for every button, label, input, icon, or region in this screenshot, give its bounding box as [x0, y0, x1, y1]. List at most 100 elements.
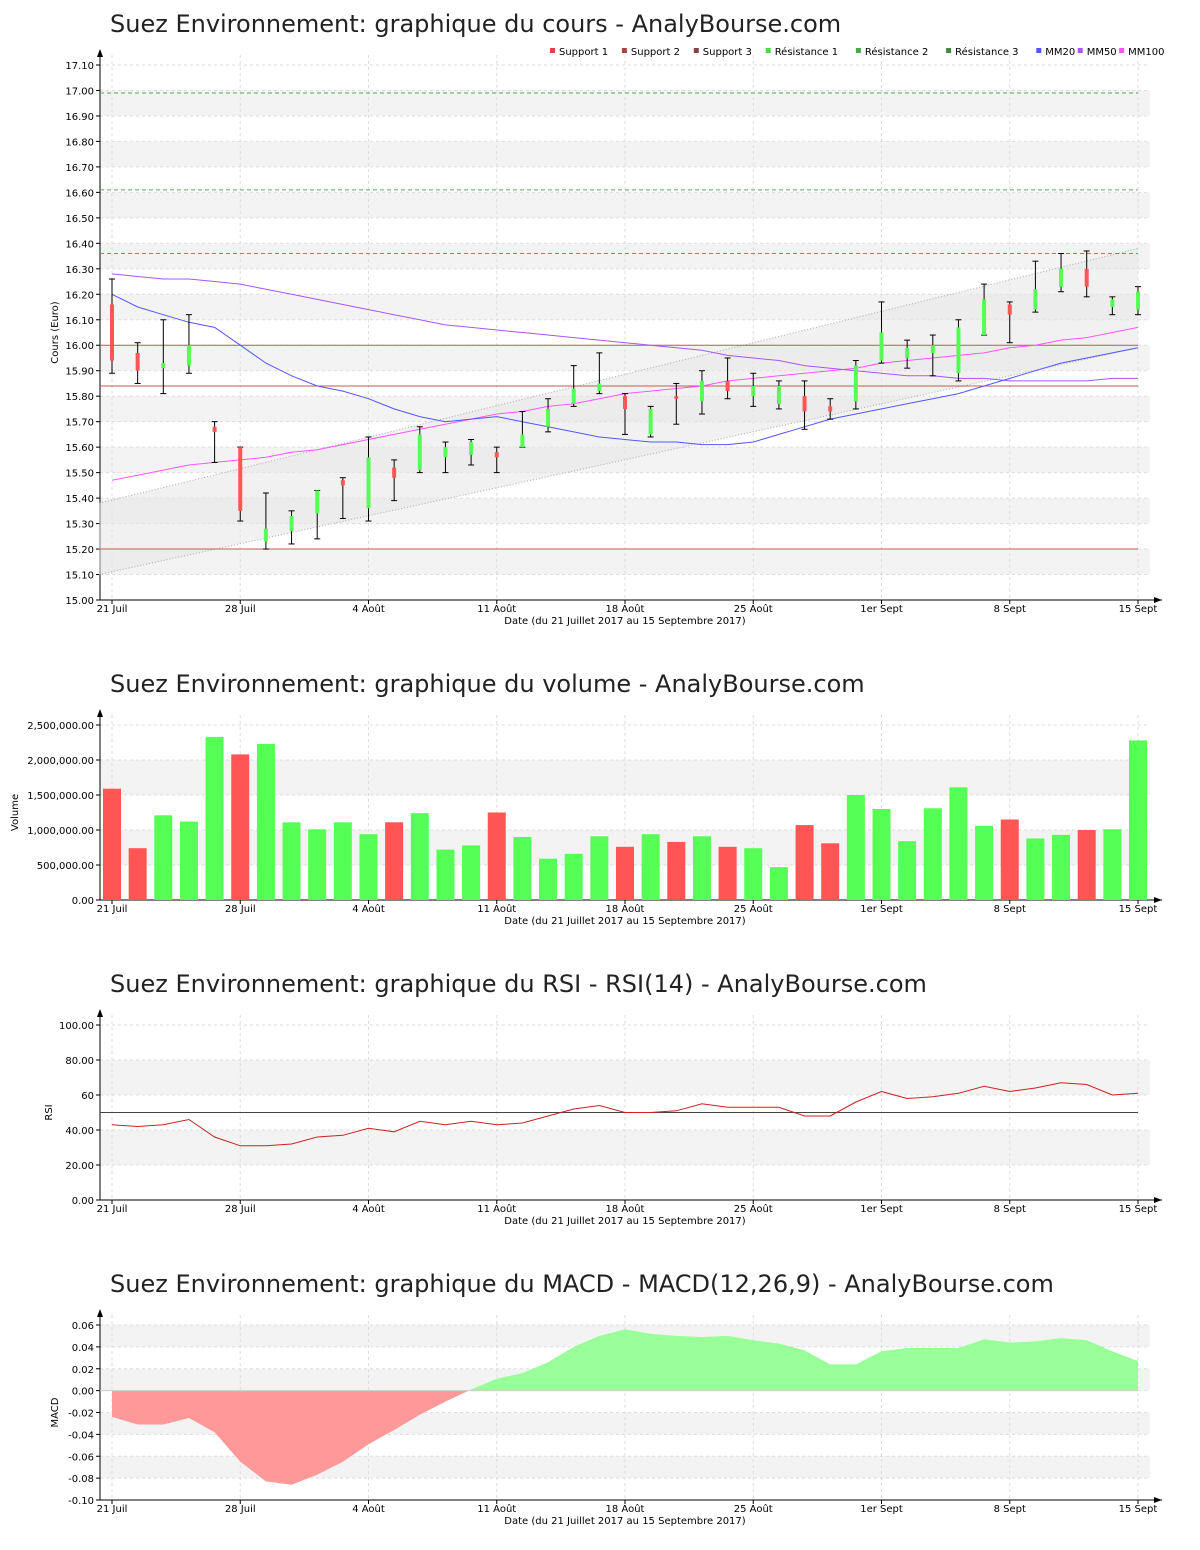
candle-body [1084, 268, 1089, 287]
candle-body [905, 347, 910, 358]
legend-label: MM100 [1128, 47, 1164, 58]
y-tick-label: 1,500,000.00 [27, 791, 94, 802]
volume-bar [898, 841, 917, 900]
x-tick-label: 1er Sept [860, 604, 903, 615]
y-tick-label: 2,000,000.00 [27, 756, 94, 767]
volume-bar [667, 841, 686, 900]
y-tick-label: 16.10 [65, 316, 94, 327]
candle-body [520, 434, 525, 448]
macd-chart-title: Suez Environnement: graphique du MACD - … [110, 1270, 1054, 1298]
y-axis-arrow [97, 1009, 103, 1017]
y-tick-label: 15.40 [65, 494, 94, 505]
y-tick-label: 16.50 [65, 214, 94, 225]
legend-label: Support 2 [631, 47, 680, 58]
mm50-line [111, 273, 1138, 382]
candle [416, 426, 423, 474]
volume-bar [308, 829, 327, 900]
legend-label: Support 3 [703, 47, 752, 58]
x-tick-label: 21 Juil [97, 604, 128, 615]
y-tick-label: 15.90 [65, 367, 94, 378]
y-tick-label: 2,500,000.00 [27, 721, 94, 732]
x-tick-label: 8 Sept [994, 1204, 1026, 1215]
y-axis-arrow [97, 1309, 103, 1317]
y-tick-label: 80.00 [65, 1056, 94, 1067]
x-tick-label: 18 Août [606, 603, 645, 615]
candle [955, 319, 962, 382]
x-tick-label: 1er Sept [860, 1204, 903, 1215]
x-tick-label: 11 Août [477, 1203, 516, 1215]
candle-body [392, 467, 397, 478]
candle [442, 441, 449, 474]
volume-bar [769, 867, 788, 900]
candle-body [263, 528, 268, 542]
y-tick-label: 0.06 [72, 1321, 94, 1332]
candle [724, 357, 731, 400]
x-tick-label: 4 Août [352, 1203, 385, 1215]
x-tick-label: 4 Août [352, 603, 385, 615]
volume-bar [154, 815, 173, 900]
candle-body [443, 447, 448, 458]
x-tick-label: 21 Juil [97, 1204, 128, 1215]
candle [211, 421, 218, 463]
y-tick-label: 16.20 [65, 290, 94, 301]
legend-swatch [946, 48, 952, 53]
x-tick-label: 8 Sept [994, 904, 1026, 915]
x-tick-label: 25 Août [734, 603, 773, 615]
candle [570, 365, 577, 407]
legend-swatch [693, 48, 699, 53]
y-tick-label: 500,000.00 [37, 861, 94, 872]
candle [904, 339, 911, 369]
candle-body [1110, 299, 1115, 308]
volume-chart-title: Suez Environnement: graphique du volume … [110, 670, 865, 698]
macd-chart: -0.10 -0.08 -0.06 -0.04 -0.02 0.00 0.02 0.04 0.0… [50, 1309, 1162, 1527]
candle-body [571, 388, 576, 404]
y-tick-label: 15.30 [65, 520, 94, 531]
x-tick-label: 21 Juil [97, 1504, 128, 1515]
volume-bar [205, 736, 224, 900]
y-tick-label: -0.08 [68, 1474, 94, 1485]
x-axis-arrow [1154, 897, 1162, 903]
volume-bar [1000, 819, 1019, 900]
y-tick-label: 17.00 [65, 86, 94, 97]
x-tick-label: 15 Sept [1119, 604, 1158, 615]
y-tick-label: 15.70 [65, 418, 94, 429]
x-axis-label: Date (du 21 Juillet 2017 au 15 Septembre… [504, 916, 745, 927]
y-tick-label: 16.90 [65, 112, 94, 123]
volume-bar [410, 813, 429, 900]
volume-bar [103, 788, 121, 900]
volume-bar [359, 834, 378, 900]
rsi-panel: Suez Environnement: graphique du RSI - R… [0, 960, 1200, 1240]
y-tick-label: 15.60 [65, 443, 94, 454]
legend-label: Résistance 2 [865, 46, 928, 58]
volume-bar [282, 822, 301, 900]
candle-body [161, 363, 166, 369]
candle [237, 446, 244, 522]
trend-line-lower [99, 347, 1139, 576]
volume-bar [1026, 838, 1045, 900]
x-tick-label: 8 Sept [994, 1504, 1026, 1515]
x-tick-label: 25 Août [734, 903, 773, 915]
candle [365, 436, 372, 522]
y-axis-arrow [97, 709, 103, 717]
macd-positive-area [468, 1329, 1138, 1391]
volume-bar [744, 848, 763, 900]
legend-label: MM50 [1087, 47, 1117, 58]
volume-bar [1052, 834, 1071, 900]
candle [775, 380, 782, 410]
candle [852, 360, 859, 410]
volume-bar [539, 858, 558, 900]
y-tick-label: 16.30 [65, 265, 94, 276]
candle-body [186, 345, 191, 366]
volume-bar [1129, 740, 1147, 900]
volume-bar [692, 836, 711, 900]
y-tick-label: 16.80 [65, 137, 94, 148]
candle [519, 410, 526, 448]
y-tick-label: -0.10 [68, 1496, 94, 1507]
legend-swatch [765, 48, 771, 53]
candle [647, 405, 654, 438]
candle [750, 372, 757, 407]
candle-body [340, 480, 345, 486]
candle-body [853, 365, 858, 402]
candle [493, 446, 500, 474]
y-tick-label: 0.00 [72, 896, 94, 907]
